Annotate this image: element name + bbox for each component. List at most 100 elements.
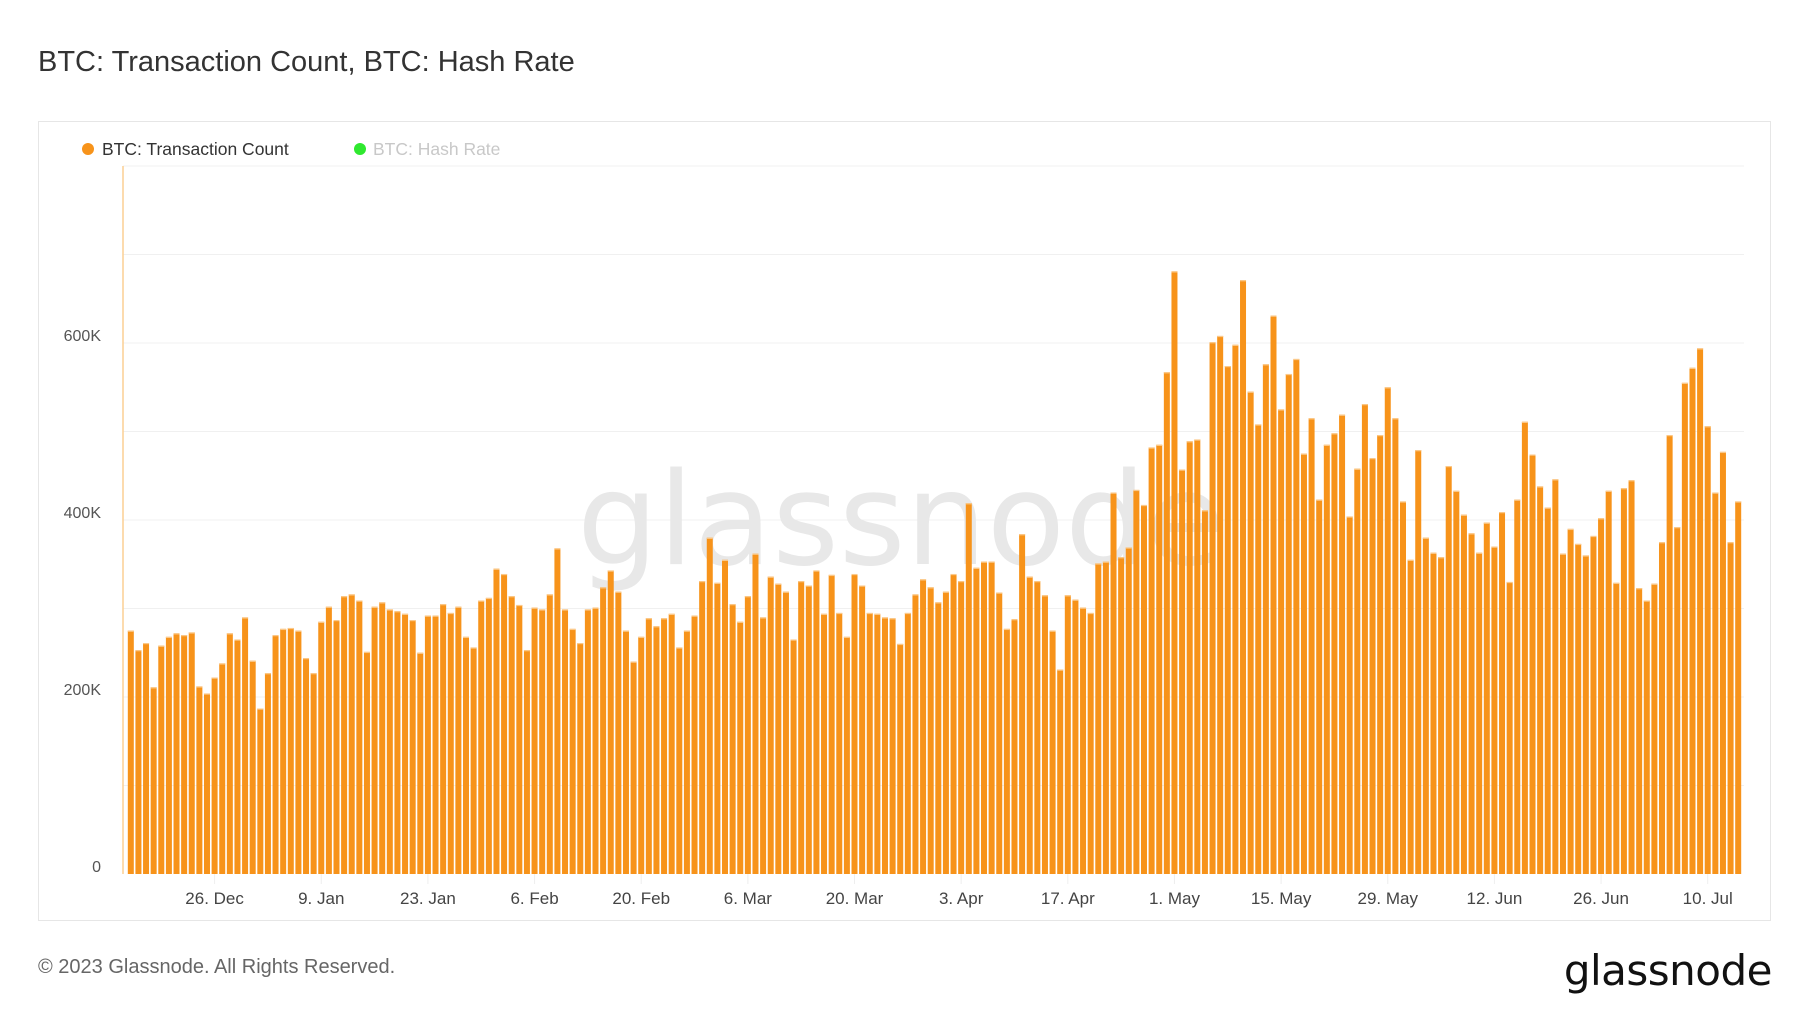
- bar[interactable]: [1590, 535, 1597, 874]
- bar[interactable]: [1400, 501, 1407, 874]
- bar[interactable]: [775, 583, 782, 874]
- legend-item-transaction-count[interactable]: BTC: Transaction Count: [82, 139, 289, 159]
- bar[interactable]: [516, 604, 523, 874]
- bar[interactable]: [1643, 600, 1650, 874]
- bar[interactable]: [447, 612, 454, 874]
- bar[interactable]: [1575, 543, 1582, 874]
- bar[interactable]: [1019, 534, 1026, 874]
- bar[interactable]: [645, 618, 652, 874]
- bar[interactable]: [303, 658, 310, 874]
- bar[interactable]: [1300, 453, 1307, 874]
- bar[interactable]: [1331, 433, 1338, 874]
- bar[interactable]: [1598, 518, 1605, 874]
- bar[interactable]: [348, 594, 355, 874]
- bar[interactable]: [310, 673, 317, 874]
- bar[interactable]: [1026, 576, 1033, 874]
- bar[interactable]: [569, 628, 576, 874]
- bar[interactable]: [729, 604, 736, 874]
- bar[interactable]: [683, 630, 690, 874]
- bar[interactable]: [1719, 451, 1726, 874]
- bar[interactable]: [1095, 563, 1102, 874]
- bar[interactable]: [1384, 387, 1391, 874]
- bar[interactable]: [1156, 444, 1163, 874]
- bar[interactable]: [1430, 552, 1437, 874]
- bar[interactable]: [722, 559, 729, 874]
- bar[interactable]: [402, 613, 409, 874]
- bar[interactable]: [714, 582, 721, 874]
- bar[interactable]: [584, 609, 591, 874]
- bar[interactable]: [805, 585, 812, 874]
- bar[interactable]: [1422, 537, 1429, 874]
- bar[interactable]: [699, 581, 706, 874]
- bar[interactable]: [1476, 552, 1483, 874]
- bar[interactable]: [1559, 553, 1566, 874]
- glassnode-logo[interactable]: glassnode: [1563, 946, 1773, 995]
- bar[interactable]: [630, 661, 637, 874]
- bar[interactable]: [379, 602, 386, 874]
- bar[interactable]: [539, 609, 546, 874]
- bar[interactable]: [1506, 581, 1513, 874]
- bar[interactable]: [1224, 366, 1231, 874]
- bar[interactable]: [904, 612, 911, 874]
- bar[interactable]: [234, 639, 241, 874]
- bar[interactable]: [1171, 271, 1178, 874]
- bar[interactable]: [325, 606, 332, 874]
- bar[interactable]: [1453, 490, 1460, 874]
- bar[interactable]: [135, 650, 142, 874]
- bar[interactable]: [752, 553, 759, 874]
- bar[interactable]: [1232, 344, 1239, 874]
- bar[interactable]: [1628, 480, 1635, 874]
- bar[interactable]: [859, 585, 866, 874]
- bar[interactable]: [935, 602, 942, 874]
- bar[interactable]: [264, 673, 271, 874]
- bar[interactable]: [242, 617, 249, 874]
- bar[interactable]: [1361, 404, 1368, 874]
- bar[interactable]: [1041, 595, 1048, 874]
- bar[interactable]: [592, 607, 599, 874]
- bar[interactable]: [912, 594, 919, 874]
- bar[interactable]: [1057, 669, 1064, 874]
- bar[interactable]: [1544, 507, 1551, 874]
- bar[interactable]: [1186, 441, 1193, 874]
- bar[interactable]: [1118, 557, 1125, 874]
- bar[interactable]: [173, 633, 180, 874]
- bar[interactable]: [661, 618, 668, 874]
- bar[interactable]: [790, 639, 797, 874]
- bar[interactable]: [706, 537, 713, 874]
- bar[interactable]: [1354, 468, 1361, 874]
- bar[interactable]: [622, 630, 629, 874]
- bar[interactable]: [744, 596, 751, 874]
- bar[interactable]: [562, 609, 569, 874]
- bar[interactable]: [371, 606, 378, 874]
- bar[interactable]: [165, 636, 172, 874]
- bar[interactable]: [143, 643, 150, 874]
- bar[interactable]: [996, 592, 1003, 874]
- bar[interactable]: [1080, 607, 1087, 874]
- bar[interactable]: [1049, 630, 1056, 874]
- bar[interactable]: [1727, 542, 1734, 874]
- bar[interactable]: [950, 573, 957, 874]
- bar[interactable]: [424, 615, 431, 874]
- bar[interactable]: [150, 687, 157, 874]
- bar[interactable]: [1148, 447, 1155, 874]
- bar[interactable]: [257, 708, 264, 874]
- bar[interactable]: [1483, 522, 1490, 874]
- bar[interactable]: [1034, 581, 1041, 874]
- bar[interactable]: [394, 611, 401, 874]
- bar[interactable]: [455, 606, 462, 874]
- bar[interactable]: [973, 567, 980, 874]
- bar[interactable]: [1674, 527, 1681, 874]
- bar[interactable]: [493, 568, 500, 874]
- bar[interactable]: [1735, 501, 1742, 874]
- bar[interactable]: [889, 618, 896, 874]
- bar[interactable]: [600, 587, 607, 874]
- bar[interactable]: [1697, 348, 1704, 874]
- bar[interactable]: [1689, 367, 1696, 874]
- bar[interactable]: [881, 617, 888, 874]
- bar[interactable]: [1240, 280, 1247, 874]
- bar[interactable]: [691, 615, 698, 874]
- bar[interactable]: [958, 581, 965, 874]
- bar[interactable]: [828, 574, 835, 874]
- bar[interactable]: [1316, 499, 1323, 874]
- bar[interactable]: [1712, 492, 1719, 874]
